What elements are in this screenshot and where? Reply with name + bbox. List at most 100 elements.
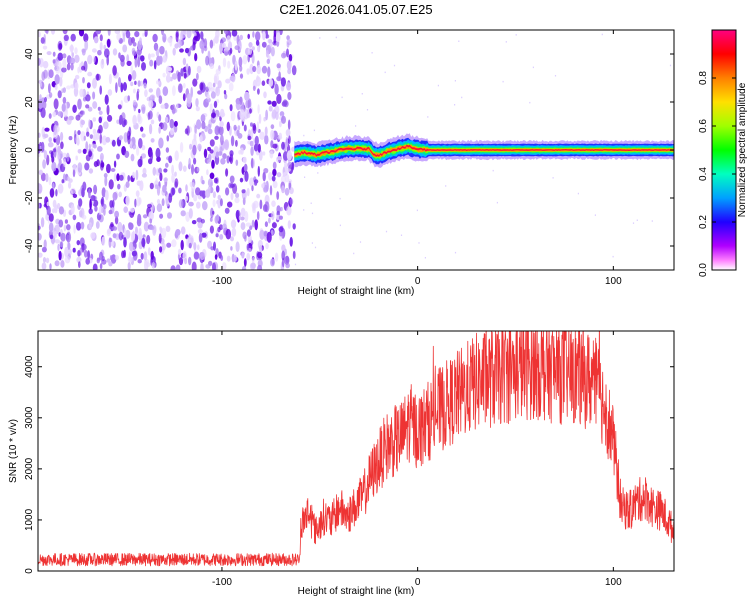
spectrogram-noise-speck [291,65,297,76]
spectrogram-noise-speck [162,184,167,193]
spectrogram-noise-speck [227,201,233,208]
spectrogram-noise-speck [95,30,101,35]
spectrogram-noise-speck [246,252,251,261]
spectrogram-noise-speck [46,51,52,56]
spectrogram-noise-speck [264,134,269,145]
spectrogram-noise-speck [72,169,76,178]
spectrogram-noise-speck [235,139,238,147]
spectrogram-noise-speck [72,104,77,114]
spectrogram-noise-speck [270,124,275,130]
spectrogram-noise-speck [212,82,216,88]
spectrogram-noise-speck [210,207,214,219]
spectrogram-noise-speck [261,80,266,86]
spectrogram-noise-speck [148,110,153,120]
spectrogram-noise-speck [57,145,61,155]
spectrogram-noise-speck [199,135,203,143]
spectrogram-noise-speck [50,151,54,159]
spectrogram-noise-speck [40,172,46,182]
spectrogram-noise-speck [38,169,43,176]
spectrogram-noise-speck [48,142,54,148]
snr-x-tick-label: -100 [212,577,232,588]
spectrogram-noise-speck [83,33,89,43]
spectrogram-noise-speck [247,98,252,110]
spectrogram-noise-speck [107,114,113,122]
spectrogram-noise-speck [84,39,89,51]
spectrogram-noise-speck [93,36,99,44]
snr-y-axis-label: SNR (10 * v/v) [8,419,19,483]
spectrogram-noise-speck [103,173,108,178]
spectrogram-noise-speck [271,109,277,119]
spectrogram-noise-speck [48,83,51,94]
spectrogram-noise-speck [42,257,47,263]
spectrogram-noise-speck [232,54,236,65]
spectrogram-noise-speck [56,61,62,71]
spectrogram-noise-speck [233,124,237,131]
spectrogram-faint-speck [303,134,305,137]
spectrogram-noise-speck [228,82,234,92]
spectrogram-noise-speck [248,42,253,48]
spectrogram-noise-speck [106,38,111,48]
spectrogram-noise-speck [246,243,249,251]
spectrogram-noise-speck [255,31,261,41]
spectrogram-faint-speck [335,36,337,39]
spectrogram-noise-speck [250,128,254,140]
spectrogram-noise-speck [231,30,238,37]
spectrogram-noise-speck [40,217,45,228]
spectrogram-noise-speck [106,258,111,263]
spectrogram-noise-speck [188,242,192,249]
spectrogram-noise-speck [272,180,278,189]
spectrogram-noise-speck [184,195,189,202]
spectrogram-noise-speck [72,193,78,198]
spectrogram-faint-speck [385,230,388,233]
spectrogram-noise-speck [253,143,259,152]
spectrogram-noise-speck [257,104,260,114]
spectrogram-noise-speck [112,65,117,76]
spectrogram-noise-speck [200,31,204,40]
spectrogram-noise-speck [83,135,87,141]
spectrogram-noise-speck [281,115,286,124]
spectrogram-noise-speck [254,135,259,146]
spectrogram-noise-speck [149,123,153,135]
spectrogram-noise-speck [276,205,281,214]
spectrogram-noise-speck [141,62,146,71]
spectrogram-faint-speck [359,241,362,243]
snr-y-tick-label: 4000 [24,355,35,378]
spectrogram-noise-speck [292,223,296,230]
spectrogram-noise-speck [181,30,186,39]
spectrogram-noise-speck [38,152,41,158]
spectrogram-noise-speck [270,46,275,57]
spectrogram-noise-speck [127,95,130,102]
spectrogram-noise-speck [149,218,153,224]
spectrogram-noise-speck [53,230,58,239]
spectrogram-noise-speck [122,44,128,53]
spectrogram-noise-speck [112,48,118,56]
colorbar-gradient [712,30,736,270]
spectrogram-noise-speck [287,119,291,130]
spectrogram-noise-speck [162,33,167,43]
spectrogram-noise-speck [221,42,226,48]
spectrogram-noise-speck [195,98,199,107]
spectrogram-noise-speck [229,175,235,184]
spectrogram-noise-speck [266,58,270,65]
spectrogram-noise-speck [223,30,229,35]
spectrogram-noise-speck [122,32,126,43]
spectrogram-noise-speck [149,94,156,100]
spectrogram-noise-speck [158,126,161,134]
spectrogram-noise-speck [52,148,57,153]
spectrogram-noise-speck [286,35,290,41]
spectrogram-noise-speck [52,59,56,64]
spectrogram-noise-speck [281,250,286,261]
spectrogram-noise-speck [272,168,277,177]
spectrogram-noise-speck [41,262,47,270]
spectrogram-noise-speck [70,62,74,71]
spectrogram-noise-speck [61,103,66,112]
spectrogram-noise-speck [93,184,98,195]
spectrogram-noise-speck [45,30,49,35]
spectrogram-noise-speck [247,33,250,40]
spectrogram-noise-speck [144,89,148,98]
spectrogram-noise-speck [201,180,205,185]
spectrogram-noise-speck [92,55,96,64]
spectrogram-noise-speck [136,146,140,156]
spectrogram-noise-speck [252,85,256,92]
spectrogram-noise-speck [99,152,104,161]
